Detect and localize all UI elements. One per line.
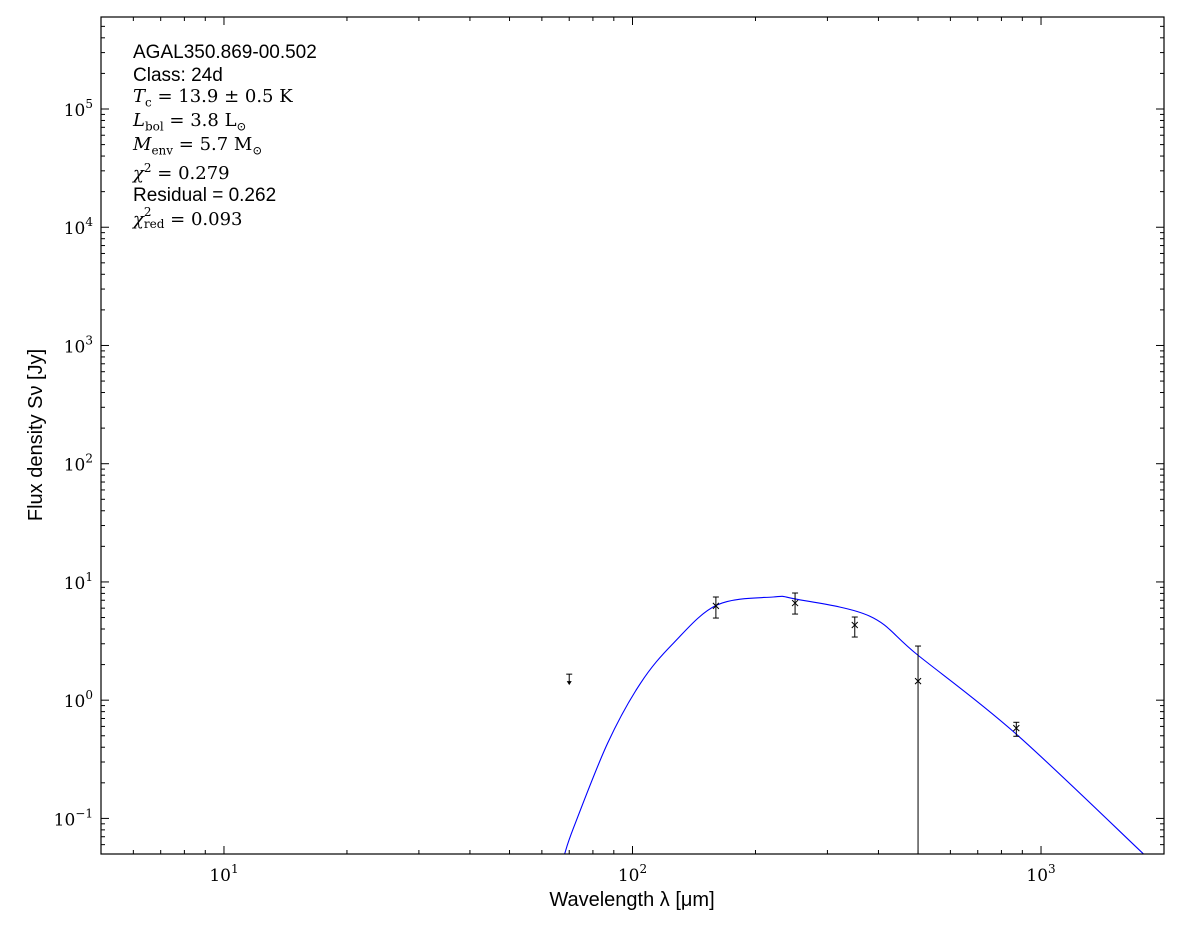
- class-label: Class: 24d: [133, 65, 223, 86]
- menv-value: = 5.7 M: [173, 134, 253, 155]
- lbol-sub: bol: [144, 119, 164, 134]
- luminosity-annotation: Lbol = 3.8 L⊙: [133, 112, 247, 133]
- chi2red-sub: red: [143, 217, 165, 231]
- chi2-value: = 0.279: [151, 163, 230, 184]
- point-marker: [914, 677, 922, 685]
- y-tick-label: 100: [64, 688, 93, 712]
- chi2red-value: = 0.093: [164, 209, 243, 230]
- axes-frame: [100, 16, 1165, 855]
- point-marker: [851, 621, 859, 629]
- source-name: AGAL350.869-00.502: [133, 42, 317, 63]
- chi2-annotation: χ2 = 0.279: [133, 162, 230, 183]
- y-tick-label: 101: [64, 570, 93, 594]
- x-tick-label: 103: [1026, 862, 1055, 886]
- tc-sub: c: [145, 95, 152, 110]
- tc-value: = 13.9 ± 0.5 K: [151, 86, 293, 107]
- lbol-value: = 3.8 L: [163, 110, 237, 131]
- lbol-symbol: L: [133, 110, 145, 131]
- residual-annotation: Residual = 0.262: [133, 185, 277, 206]
- chi-symbol: χ: [133, 209, 144, 230]
- point-marker: [712, 602, 720, 610]
- chi2-sup: 2: [143, 161, 152, 175]
- mass-annotation: Menv = 5.7 M⊙: [133, 136, 262, 157]
- x-axis-label: Wavelength λ [μm]: [549, 889, 714, 911]
- y-tick-label: 105: [64, 97, 93, 121]
- data-point: [1012, 721, 1020, 737]
- chi2red-sup: 2: [143, 205, 152, 219]
- sun-symbol: ⊙: [236, 119, 247, 134]
- data-point: [851, 616, 859, 638]
- tc-symbol: T: [133, 86, 146, 107]
- y-tick-label: 10−1: [54, 806, 93, 830]
- menv-symbol: M: [133, 134, 152, 155]
- down-arrow-icon: [566, 681, 572, 686]
- upper-limit: [566, 673, 573, 686]
- y-tick-label: 104: [64, 215, 94, 239]
- x-tick-label: 102: [618, 862, 647, 886]
- chi2red-annotation: χ 2 red = 0.093: [133, 205, 243, 232]
- menv-sub: env: [151, 143, 174, 158]
- data-point: [712, 596, 720, 619]
- temperature-annotation: Tc = 13.9 ± 0.5 K: [133, 88, 293, 109]
- data-point: [914, 645, 922, 854]
- data-point: [791, 592, 799, 615]
- point-marker: [1012, 724, 1020, 732]
- chi-symbol: χ: [133, 163, 144, 184]
- sun-symbol: ⊙: [252, 143, 263, 158]
- point-marker: [791, 599, 799, 607]
- y-tick-label: 102: [64, 452, 93, 476]
- y-axis-label: Flux density Sν [Jy]: [25, 349, 47, 521]
- model-curve: [564, 595, 1144, 854]
- x-tick-label: 101: [209, 862, 238, 886]
- y-tick-label: 103: [64, 333, 93, 357]
